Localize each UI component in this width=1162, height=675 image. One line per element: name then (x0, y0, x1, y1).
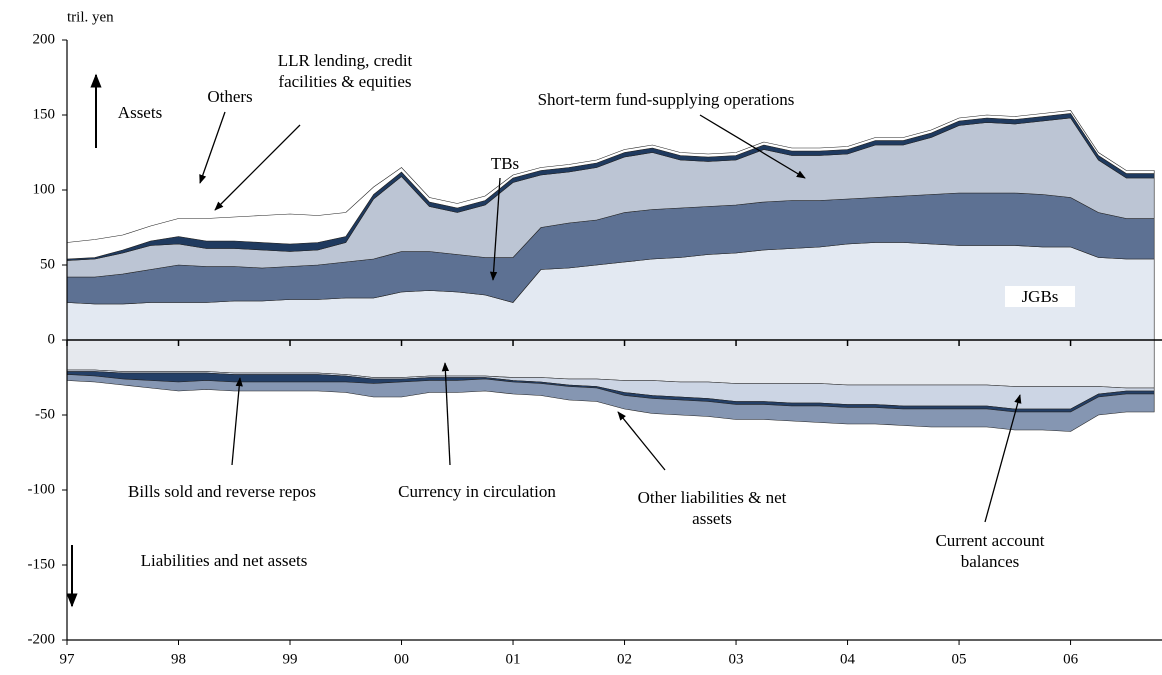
x-tick-label: 01 (506, 651, 521, 667)
series-label: Currency in circulation (398, 482, 556, 501)
y-tick-label: -150 (28, 556, 56, 572)
series-label: Other liabilities & net assets (637, 488, 787, 528)
y-tick-label: 0 (48, 331, 56, 347)
arrow (984, 394, 1022, 523)
annotation: Assets (117, 103, 163, 122)
series-label: Current account balances (935, 531, 1045, 571)
series-label: LLR lending, credit facilities & equitie… (277, 51, 413, 91)
y-tick-label: -50 (35, 406, 55, 422)
series-label: Others (207, 87, 253, 106)
y-tick-label: 200 (33, 31, 56, 47)
x-tick-label: 03 (729, 651, 744, 667)
y-tick-label: 150 (33, 106, 56, 122)
series-label: TBs (490, 154, 520, 173)
arrow (489, 177, 501, 281)
annotation: Liabilities and net assets (140, 551, 308, 570)
x-tick-label: 05 (952, 651, 967, 667)
series-label: JGBs (1005, 286, 1075, 307)
y-axis-unit: tril. yen (67, 9, 114, 25)
x-tick-label: 99 (283, 651, 298, 667)
x-tick-label: 97 (60, 651, 76, 667)
arrow (231, 377, 243, 466)
x-tick-label: 04 (840, 651, 856, 667)
arrow (699, 114, 806, 179)
y-tick-label: 100 (33, 181, 56, 197)
x-tick-label: 02 (617, 651, 632, 667)
x-tick-label: 98 (171, 651, 186, 667)
y-tick-label: -200 (28, 631, 56, 647)
arrow (214, 124, 301, 211)
arrow (617, 411, 666, 471)
arrow (199, 111, 226, 184)
y-tick-label: -100 (28, 481, 56, 497)
x-tick-label: 06 (1063, 651, 1079, 667)
series-label: Short-term fund-supplying operations (537, 90, 795, 109)
arrow (441, 362, 451, 466)
area (66, 110, 1155, 260)
y-tick-label: 50 (40, 256, 55, 272)
series-label: Bills sold and reverse repos (128, 482, 316, 501)
x-tick-label: 00 (394, 651, 409, 667)
area (66, 374, 1155, 432)
